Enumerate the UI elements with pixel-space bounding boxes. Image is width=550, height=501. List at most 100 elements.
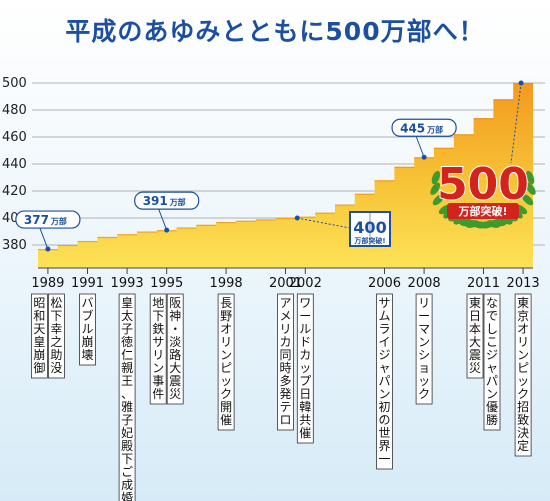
event-label: バブル崩壊 bbox=[81, 296, 93, 362]
year-label: 1998 bbox=[210, 276, 243, 291]
area-step bbox=[137, 231, 157, 233]
year-label: 1995 bbox=[150, 276, 183, 291]
area-step bbox=[315, 212, 335, 214]
event-label: なでしこジャパン優勝 bbox=[486, 296, 498, 427]
event-box bbox=[277, 293, 294, 431]
y-tick-label: 500 bbox=[2, 76, 27, 91]
callout-unit: 万部 bbox=[426, 124, 443, 134]
laurel-leaf bbox=[430, 182, 441, 195]
callout-leader bbox=[39, 227, 49, 250]
event-label: アメリカ同時多発テロ bbox=[279, 296, 291, 427]
event-box bbox=[466, 293, 484, 379]
year-label: 1991 bbox=[71, 276, 104, 291]
grid-lines bbox=[32, 82, 545, 246]
milestone-500-number: 500 bbox=[437, 159, 529, 210]
year-label: 2011 bbox=[467, 276, 500, 291]
milestone-500-dot bbox=[518, 80, 524, 86]
callout-dot bbox=[164, 227, 170, 233]
callout-unit: 万部 bbox=[169, 197, 186, 207]
milestone-500-leader bbox=[510, 82, 522, 164]
event-label: 皇太子徳仁親王、雅子妃殿下ご成婚 bbox=[121, 296, 133, 501]
event-box bbox=[415, 293, 433, 405]
event-label: 東京オリンピック招致決定 bbox=[517, 296, 529, 453]
year-label: 2008 bbox=[408, 276, 441, 291]
y-tick-label: 480 bbox=[2, 103, 27, 118]
event-label: 地下鉄サリン事件 bbox=[152, 296, 164, 401]
area-step bbox=[335, 204, 355, 206]
chart-title: 平成のあゆみとともに500万部へ！ bbox=[65, 17, 484, 46]
area-step bbox=[295, 216, 316, 218]
y-tick-label: 460 bbox=[2, 130, 27, 145]
callout-leader bbox=[158, 208, 168, 231]
laurel-leaf bbox=[525, 170, 535, 185]
event-box bbox=[48, 293, 65, 379]
callout-value: 391 bbox=[143, 194, 168, 208]
callout-dot bbox=[421, 154, 427, 160]
area-step bbox=[354, 193, 375, 195]
callout-bubble bbox=[391, 118, 457, 137]
laurel-leaf bbox=[432, 194, 444, 206]
event-box bbox=[30, 293, 48, 379]
year-label: 1989 bbox=[31, 276, 64, 291]
milestone-400-text: 万部突破! bbox=[353, 236, 385, 245]
laurel-leaf bbox=[525, 182, 536, 195]
event-label: サムライジャパン初の世界一 bbox=[378, 296, 390, 466]
laurel-leaf bbox=[431, 170, 441, 185]
area-fill bbox=[38, 83, 533, 268]
milestone-400-number: 400 bbox=[353, 218, 386, 237]
year-label: 1993 bbox=[111, 276, 144, 291]
callout-dot bbox=[45, 246, 51, 252]
area-step bbox=[176, 227, 197, 229]
event-box bbox=[79, 293, 96, 366]
area-step bbox=[117, 234, 137, 236]
laurel-leaf bbox=[459, 219, 474, 227]
year-label: 2006 bbox=[368, 276, 401, 291]
event-label: 長野オリンピック開催 bbox=[220, 296, 232, 427]
event-box bbox=[166, 293, 184, 405]
event-label: 昭和天皇崩御 bbox=[33, 296, 45, 375]
year-label: 2002 bbox=[289, 276, 322, 291]
area-step bbox=[473, 118, 494, 120]
event-box bbox=[483, 293, 501, 431]
milestone-500-ribbon bbox=[447, 203, 519, 219]
event-box bbox=[217, 293, 235, 431]
callout-value: 377 bbox=[24, 213, 49, 227]
event-box bbox=[296, 293, 314, 444]
area-step bbox=[216, 222, 236, 224]
area-step bbox=[453, 134, 474, 136]
y-tick-label: 380 bbox=[2, 238, 27, 253]
event-box bbox=[118, 293, 136, 501]
area-step bbox=[493, 99, 514, 101]
area-step bbox=[374, 180, 395, 182]
laurel-leaf bbox=[522, 194, 534, 206]
area-step bbox=[196, 224, 217, 226]
year-label: 2013 bbox=[507, 276, 540, 291]
event-box bbox=[376, 293, 393, 470]
event-label: 東日本大震災 bbox=[469, 296, 481, 375]
area-step bbox=[97, 236, 118, 239]
area-step bbox=[394, 166, 415, 168]
callout-value: 445 bbox=[400, 121, 425, 135]
laurel-leaf bbox=[492, 219, 507, 227]
area-step bbox=[77, 240, 98, 243]
callout-bubble bbox=[134, 191, 200, 210]
event-label: 松下幸之助没 bbox=[50, 296, 62, 375]
callout-leader bbox=[415, 136, 425, 158]
area-step bbox=[57, 245, 78, 247]
y-tick-label: 420 bbox=[2, 184, 27, 199]
year-label: 2001 bbox=[269, 276, 302, 291]
event-box bbox=[149, 293, 167, 405]
callout-bubble bbox=[15, 210, 81, 229]
milestone-500-text: 万部突破! bbox=[457, 204, 507, 218]
y-tick-label: 440 bbox=[2, 157, 27, 172]
milestone-400-leader bbox=[297, 217, 351, 229]
area-step bbox=[255, 219, 276, 221]
laurel-leaf bbox=[472, 221, 487, 229]
area-step bbox=[434, 147, 454, 149]
area-step bbox=[236, 220, 256, 222]
